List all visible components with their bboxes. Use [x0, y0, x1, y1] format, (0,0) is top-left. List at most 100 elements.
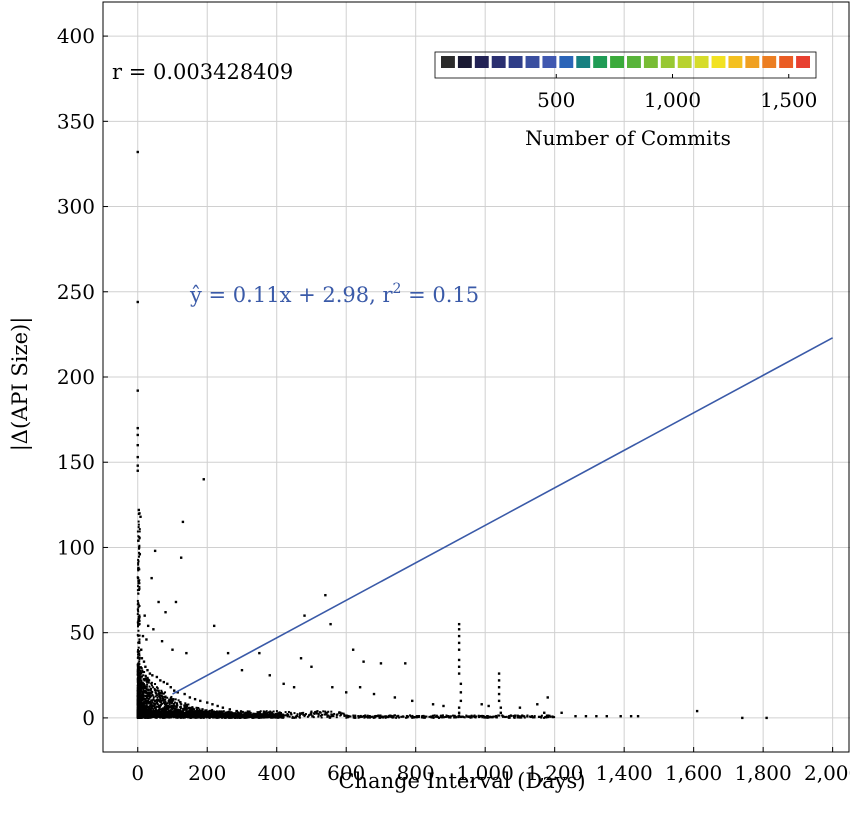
scatter-point [146, 699, 149, 702]
scatter-point [155, 675, 159, 679]
scatter-point [379, 716, 382, 719]
scatter-point [174, 701, 177, 704]
scatter-point [137, 646, 140, 649]
scatter-point [207, 712, 210, 715]
scatter-point [148, 694, 151, 697]
scatter-point [480, 703, 483, 706]
scatter-point [138, 512, 141, 515]
scatter-point [406, 715, 409, 718]
scatter-point [140, 702, 143, 705]
scatter-point [330, 715, 333, 718]
scatter-point [379, 714, 382, 717]
scatter-point [140, 667, 143, 670]
scatter-point [543, 716, 546, 719]
scatter-point [383, 715, 386, 718]
scatter-point [170, 702, 173, 705]
scatter-point [536, 703, 539, 706]
scatter-point [140, 696, 143, 699]
scatter-point [146, 683, 149, 686]
scatter-point [329, 715, 332, 718]
scatter-point [741, 716, 744, 720]
scatter-point [151, 707, 154, 710]
scatter-point [136, 673, 139, 676]
regression-equation: ŷ = 0.11x + 2.98, r2 = 0.15 [189, 281, 479, 307]
scatter-point [161, 716, 164, 719]
scatter-point [283, 714, 286, 717]
colorbar-swatch [525, 56, 540, 68]
scatter-point [469, 716, 472, 719]
scatter-point [380, 716, 383, 719]
scatter-point [254, 715, 257, 718]
scatter-point [262, 710, 265, 713]
scatter-point [215, 713, 218, 716]
scatter-point [277, 716, 280, 719]
scatter-point [459, 691, 463, 694]
scatter-point [177, 709, 180, 712]
scatter-point [137, 629, 140, 632]
scatter-point [140, 675, 143, 678]
scatter-point [136, 599, 139, 602]
scatter-point [331, 686, 334, 689]
scatter-point [174, 698, 177, 701]
scatter-point [508, 715, 511, 718]
scatter-point [434, 715, 437, 718]
scatter-point [457, 665, 461, 668]
scatter-point [188, 714, 191, 717]
scatter-point [173, 704, 176, 707]
scatter-point [163, 703, 166, 706]
scatter-point [185, 706, 188, 709]
scatter-point [255, 716, 258, 719]
scatter-point [315, 711, 318, 714]
scatter-point [149, 713, 152, 716]
colorbar-label: Number of Commits [525, 126, 731, 150]
scatter-point [272, 715, 275, 718]
scatter-point [183, 706, 186, 709]
scatter-point [138, 704, 141, 707]
scatter-point [176, 710, 179, 713]
scatter-point [270, 714, 273, 717]
scatter-point [145, 715, 148, 718]
scatter-point [457, 641, 461, 645]
scatter-point [154, 710, 157, 713]
scatter-point [441, 716, 444, 719]
scatter-point [144, 694, 147, 697]
scatter-point [137, 508, 140, 512]
scatter-point [179, 711, 182, 714]
scatter-point [217, 711, 220, 714]
scatter-point [325, 713, 328, 716]
scatter-point [136, 634, 139, 637]
scatter-point [163, 713, 166, 716]
scatter-point [148, 697, 151, 700]
scatter-point [574, 715, 577, 718]
scatter-point [167, 707, 170, 710]
scatter-point [256, 712, 259, 715]
scatter-point [455, 716, 458, 719]
scatter-point [150, 690, 153, 693]
scatter-point [431, 703, 435, 706]
scatter-point [170, 699, 173, 702]
scatter-point [136, 150, 139, 154]
scatter-point [513, 716, 516, 719]
scatter-point [372, 716, 375, 719]
x-tick-label: 600 [327, 761, 365, 785]
scatter-point [140, 715, 143, 718]
scatter-point [147, 700, 150, 703]
scatter-point [156, 710, 159, 713]
scatter-point [490, 716, 493, 719]
scatter-point [184, 716, 187, 719]
scatter-point [142, 714, 145, 717]
y-tick-label: 300 [57, 195, 95, 219]
scatter-point [138, 652, 141, 655]
scatter-point [137, 641, 140, 644]
colorbar-swatch [762, 56, 777, 68]
scatter-point [540, 715, 543, 718]
scatter-point [176, 691, 179, 694]
scatter-point [194, 716, 197, 719]
scatter-point [210, 711, 213, 714]
scatter-point [289, 711, 292, 714]
scatter-point [137, 686, 140, 689]
scatter-point [137, 704, 140, 707]
scatter-point [457, 711, 461, 714]
scatter-point [158, 695, 161, 698]
scatter-point [137, 702, 140, 705]
